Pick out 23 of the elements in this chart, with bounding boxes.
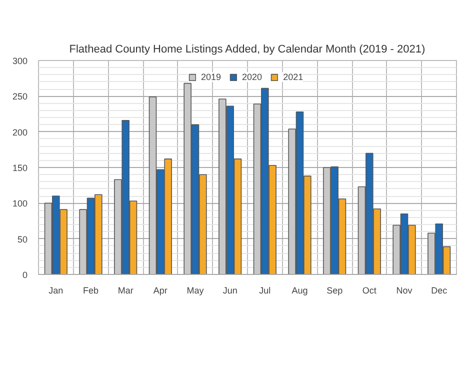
y-tick-label: 300 <box>12 56 28 66</box>
y-tick-label: 200 <box>12 127 28 138</box>
y-tick-label: 50 <box>17 234 28 244</box>
x-tick-label: Mar <box>118 286 134 296</box>
y-tick-label: 0 <box>22 270 28 280</box>
x-tick-label: Nov <box>396 286 413 296</box>
x-tick-label: Jan <box>48 286 64 296</box>
x-tick-label: Apr <box>153 286 168 296</box>
chart-title: Flathead County Home Listings Added, by Calendar Month (2019 - 2021) <box>69 44 426 56</box>
x-tick-label: Jun <box>222 286 238 296</box>
legend-label: 2020 <box>242 72 262 82</box>
x-tick-label: Aug <box>292 286 308 296</box>
x-tick-label: Dec <box>431 286 448 296</box>
y-tick-label: 150 <box>12 163 28 173</box>
x-tick-label: Sep <box>326 286 343 296</box>
x-tick-label: Feb <box>82 286 99 296</box>
x-tick-label: Jul <box>259 286 271 296</box>
y-tick-label: 100 <box>12 198 28 209</box>
legend-label: 2021 <box>283 72 304 82</box>
legend-label: 2019 <box>201 72 222 82</box>
y-tick-label: 250 <box>12 92 28 102</box>
x-tick-label: May <box>186 286 204 296</box>
x-tick-label: Oct <box>362 286 377 296</box>
